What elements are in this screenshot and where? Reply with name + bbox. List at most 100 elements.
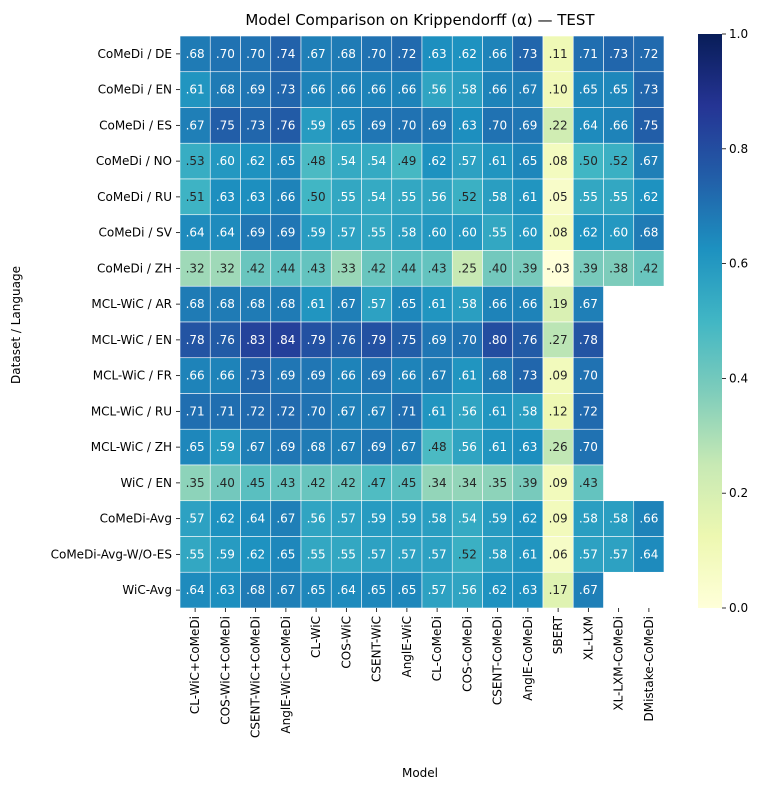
heatmap-cell	[451, 285, 483, 323]
cell-value-label: .68	[639, 226, 658, 240]
cell-value-label: .50	[579, 154, 598, 168]
heatmap-cell	[361, 285, 393, 323]
column-label: CL-CoMeDi	[430, 616, 444, 681]
cell-value-label: .63	[518, 583, 537, 597]
cell-value-label: .75	[639, 118, 658, 132]
heatmap-cell	[361, 571, 393, 609]
cell-value-label: .62	[458, 47, 477, 61]
cell-value-label: .68	[216, 83, 235, 97]
cell-value-label: .58	[397, 226, 416, 240]
cell-value-label: .67	[428, 369, 447, 383]
heatmap-cell	[179, 250, 211, 287]
heatmap-cell	[300, 464, 332, 502]
cell-value-label: .52	[458, 190, 477, 204]
heatmap-cell	[421, 71, 453, 108]
heatmap-cell	[300, 428, 332, 466]
heatmap-cell	[633, 107, 665, 144]
cell-value-label: .61	[518, 190, 537, 204]
heatmap-cell	[240, 178, 272, 216]
y-axis-title: Dataset / Language	[9, 266, 23, 384]
cell-value-label: .66	[216, 369, 235, 383]
cell-value-label: .68	[488, 369, 507, 383]
heatmap-cell	[512, 464, 544, 502]
column-labels: CL-WiC+CoMeDi COS-WiC+CoMeDi CSENT-WiC+CoM…	[188, 608, 656, 738]
cell-value-label: .55	[579, 190, 598, 204]
heatmap-cell	[482, 142, 514, 180]
cell-value-label: .54	[337, 154, 356, 168]
cell-value-label: .08	[549, 226, 568, 240]
column-label: CSENT-CoMeDi	[491, 616, 505, 705]
heatmap-cell	[542, 464, 574, 502]
heatmap-cell	[633, 35, 665, 73]
cell-value-label: .70	[458, 333, 477, 347]
heatmap-cell	[542, 142, 574, 180]
heatmap-cell	[482, 285, 514, 323]
cell-value-label: .62	[639, 190, 658, 204]
cell-value-label: .60	[458, 226, 477, 240]
cell-value-label: .56	[428, 83, 447, 97]
cell-value-label: .63	[216, 583, 235, 597]
heatmap-cell	[391, 178, 423, 216]
cell-value-label: .69	[518, 118, 537, 132]
heatmap-cell	[179, 500, 211, 537]
heatmap-cell	[572, 428, 604, 466]
heatmap-cell	[421, 464, 453, 502]
heatmap-cell	[451, 178, 483, 216]
column-label: CL-WiC+CoMeDi	[188, 616, 202, 714]
heatmap-cell	[572, 357, 604, 394]
heatmap-cell	[361, 428, 393, 466]
chart-title: Model Comparison on Krippendorff (α) — T…	[245, 11, 595, 29]
heatmap-cell	[421, 250, 453, 287]
cell-value-label: .57	[367, 297, 386, 311]
cell-value-label: .62	[488, 583, 507, 597]
cell-value-label: .33	[337, 261, 356, 275]
cell-value-label: .26	[549, 440, 568, 454]
heatmap-cell	[300, 357, 332, 394]
heatmap-cell	[542, 107, 574, 144]
cell-value-label: .67	[246, 440, 265, 454]
cell-value-label: .64	[639, 547, 658, 561]
cell-value-label: .17	[549, 583, 568, 597]
heatmap-cell	[512, 285, 544, 323]
cell-value-label: .57	[397, 547, 416, 561]
heatmap-cell	[572, 321, 604, 359]
heatmap-cell	[421, 536, 453, 573]
cell-value-label: .62	[518, 512, 537, 526]
heatmap-cell	[512, 178, 544, 216]
cell-value-label: .71	[216, 404, 235, 418]
heatmap-cell	[451, 107, 483, 144]
heatmap-cell	[391, 35, 423, 73]
cell-value-label: .66	[488, 47, 507, 61]
cell-value-label: .70	[579, 440, 598, 454]
column-label: XL-LXM	[581, 616, 595, 660]
cell-value-label: .70	[397, 118, 416, 132]
cell-value-label: .70	[367, 47, 386, 61]
cell-value-label: -.03	[546, 261, 569, 275]
heatmap-cell	[633, 536, 665, 573]
cell-value-label: .12	[549, 404, 568, 418]
cell-value-label: .66	[276, 190, 295, 204]
cell-value-label: .65	[579, 83, 598, 97]
cell-value-label: .60	[609, 226, 628, 240]
cell-value-label: .43	[428, 261, 447, 275]
cell-value-label: .73	[276, 83, 295, 97]
cell-value-label: .49	[397, 154, 416, 168]
row-label: MCL-WiC / RU	[91, 404, 172, 418]
heatmap-cell	[391, 393, 423, 430]
cell-value-label: .76	[216, 333, 235, 347]
heatmap-cell	[209, 536, 241, 573]
heatmap-cell	[421, 321, 453, 359]
cell-value-label: .61	[518, 547, 537, 561]
heatmap-cell	[391, 285, 423, 323]
cell-value-label: .65	[518, 154, 537, 168]
cell-value-label: .67	[367, 404, 386, 418]
heatmap-cell	[240, 142, 272, 180]
heatmap-cell	[482, 428, 514, 466]
heatmap-cell	[421, 357, 453, 394]
heatmap-cell	[633, 500, 665, 537]
cell-value-label: .58	[488, 190, 507, 204]
heatmap-cell	[512, 357, 544, 394]
heatmap-cell	[633, 142, 665, 180]
heatmap-cell	[361, 107, 393, 144]
cell-value-label: .72	[579, 404, 598, 418]
